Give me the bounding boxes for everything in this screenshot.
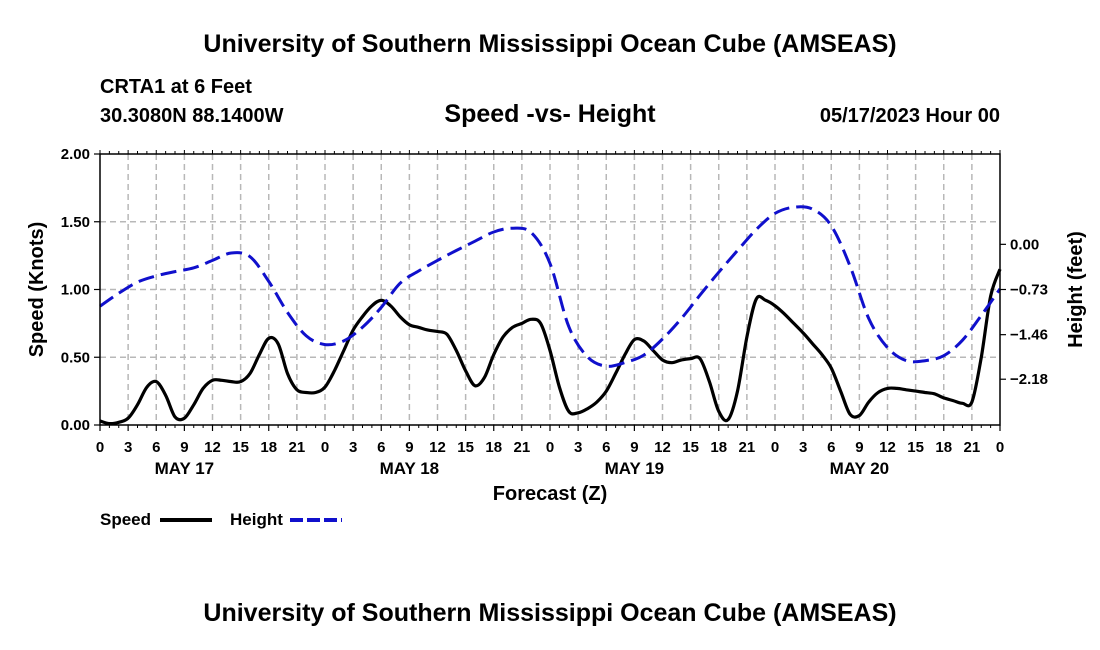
day-label: MAY 18 bbox=[380, 459, 440, 478]
x-tick-label: 0 bbox=[996, 439, 1004, 456]
x-tick-label: 9 bbox=[180, 439, 188, 456]
series-layer bbox=[99, 205, 1002, 426]
bottom-title: University of Southern Mississippi Ocean… bbox=[203, 599, 897, 627]
forecast-run-time: 05/17/2023 Hour 00 bbox=[819, 105, 1000, 127]
y-axis-label: Speed (Knots) bbox=[26, 222, 48, 358]
day-label: MAY 17 bbox=[155, 459, 215, 478]
station-coordinates: 30.3080N 88.1400W bbox=[100, 105, 284, 127]
x-tick-label: 6 bbox=[602, 439, 610, 456]
x-tick-label: 12 bbox=[654, 439, 671, 456]
y2-axis-label: Height (feet) bbox=[1065, 231, 1087, 348]
x-tick-label: 18 bbox=[935, 439, 952, 456]
x-tick-label: 3 bbox=[124, 439, 132, 456]
x-tick-label: 21 bbox=[289, 439, 306, 456]
legend-label-height: Height bbox=[230, 510, 283, 529]
axis-layer: 0 3 6 9 12 15 18 21 0 3 6 9 12 15 18 21 0 3 6 9 12 15 18 21 0 3 6 9… bbox=[61, 146, 1048, 478]
x-tick-label: 6 bbox=[152, 439, 160, 456]
y-tick-label: 0.50 bbox=[61, 349, 90, 366]
x-tick-label: 18 bbox=[485, 439, 502, 456]
x-tick-label: 3 bbox=[799, 439, 807, 456]
x-tick-label: 12 bbox=[429, 439, 446, 456]
x-tick-label: 12 bbox=[879, 439, 896, 456]
x-tick-label: 3 bbox=[574, 439, 582, 456]
y2-tick-label: −1.46 bbox=[1010, 327, 1048, 344]
y-tick-label: 2.00 bbox=[61, 146, 90, 163]
day-label: MAY 19 bbox=[605, 459, 665, 478]
x-tick-label: 9 bbox=[855, 439, 863, 456]
x-tick-label: 6 bbox=[377, 439, 385, 456]
x-tick-label: 9 bbox=[630, 439, 638, 456]
legend: Speed Height bbox=[100, 510, 342, 529]
top-title: University of Southern Mississippi Ocean… bbox=[203, 30, 897, 58]
x-tick-label: 18 bbox=[260, 439, 277, 456]
legend-label-speed: Speed bbox=[100, 510, 151, 529]
x-tick-label: 9 bbox=[405, 439, 413, 456]
x-tick-label: 15 bbox=[232, 439, 249, 456]
y-tick-label: 1.50 bbox=[61, 214, 90, 231]
y2-tick-label: 0.00 bbox=[1010, 236, 1039, 253]
day-label: MAY 20 bbox=[830, 459, 890, 478]
x-tick-label: 18 bbox=[710, 439, 727, 456]
x-tick-label: 0 bbox=[771, 439, 779, 456]
x-tick-label: 12 bbox=[204, 439, 221, 456]
grid-layer bbox=[100, 154, 1000, 425]
y2-tick-label: −2.18 bbox=[1010, 371, 1048, 388]
y2-tick-label: −0.73 bbox=[1010, 282, 1048, 299]
y-tick-label: 1.00 bbox=[61, 282, 90, 299]
x-tick-label: 3 bbox=[349, 439, 357, 456]
x-tick-label: 0 bbox=[96, 439, 104, 456]
x-tick-label: 21 bbox=[964, 439, 981, 456]
chart-title: Speed -vs- Height bbox=[444, 100, 656, 128]
x-tick-label: 15 bbox=[907, 439, 924, 456]
height-series-line bbox=[99, 205, 1002, 368]
speed-series-line bbox=[99, 268, 1002, 426]
x-tick-label: 15 bbox=[682, 439, 699, 456]
y-tick-label: 0.00 bbox=[61, 417, 90, 434]
x-axis-label: Forecast (Z) bbox=[493, 483, 607, 505]
x-tick-label: 15 bbox=[457, 439, 474, 456]
station-label: CRTA1 at 6 Feet bbox=[100, 76, 252, 98]
x-tick-label: 21 bbox=[514, 439, 531, 456]
x-tick-label: 21 bbox=[739, 439, 756, 456]
x-tick-label: 0 bbox=[546, 439, 554, 456]
x-tick-label: 0 bbox=[321, 439, 329, 456]
x-tick-label: 6 bbox=[827, 439, 835, 456]
